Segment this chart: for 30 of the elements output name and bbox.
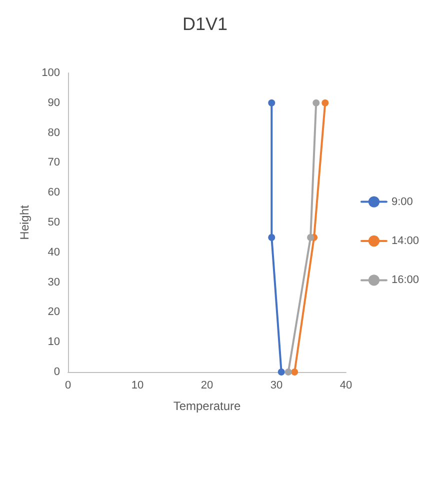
- y-tick-label: 90: [48, 96, 60, 109]
- point: [312, 99, 320, 106]
- point: [291, 368, 298, 376]
- legend-label: 14:00: [391, 235, 420, 247]
- x-tick-label: 0: [64, 380, 72, 392]
- chart-title: D1V1: [182, 14, 228, 34]
- y-tick-label: 0: [54, 366, 60, 378]
- point: [278, 368, 285, 376]
- y-tick-label: 60: [48, 186, 60, 199]
- point: [268, 234, 276, 241]
- y-tick-label: 50: [48, 216, 60, 228]
- x-tick-label: 30: [270, 380, 283, 392]
- y-tick-label: 30: [48, 276, 60, 288]
- point: [268, 99, 276, 106]
- x-tick-label: 40: [340, 380, 352, 392]
- point: [322, 99, 329, 106]
- x-tick-label: 20: [200, 380, 214, 392]
- y-axis-title: Height: [18, 204, 32, 240]
- point: [284, 368, 292, 376]
- point: [307, 234, 314, 241]
- y-tick-label: 10: [48, 336, 60, 348]
- y-tick-label: 80: [48, 126, 60, 139]
- y-tick-label: 20: [48, 306, 60, 318]
- y-tick-label: 40: [48, 246, 60, 258]
- x-tick-label: 10: [131, 380, 144, 392]
- legend-label: 16:00: [391, 274, 420, 286]
- y-tick-label: 70: [48, 156, 60, 169]
- y-tick-label: 100: [42, 67, 60, 79]
- x-axis-title: Temperature: [173, 399, 242, 413]
- legend-label: 9:00: [391, 196, 413, 208]
